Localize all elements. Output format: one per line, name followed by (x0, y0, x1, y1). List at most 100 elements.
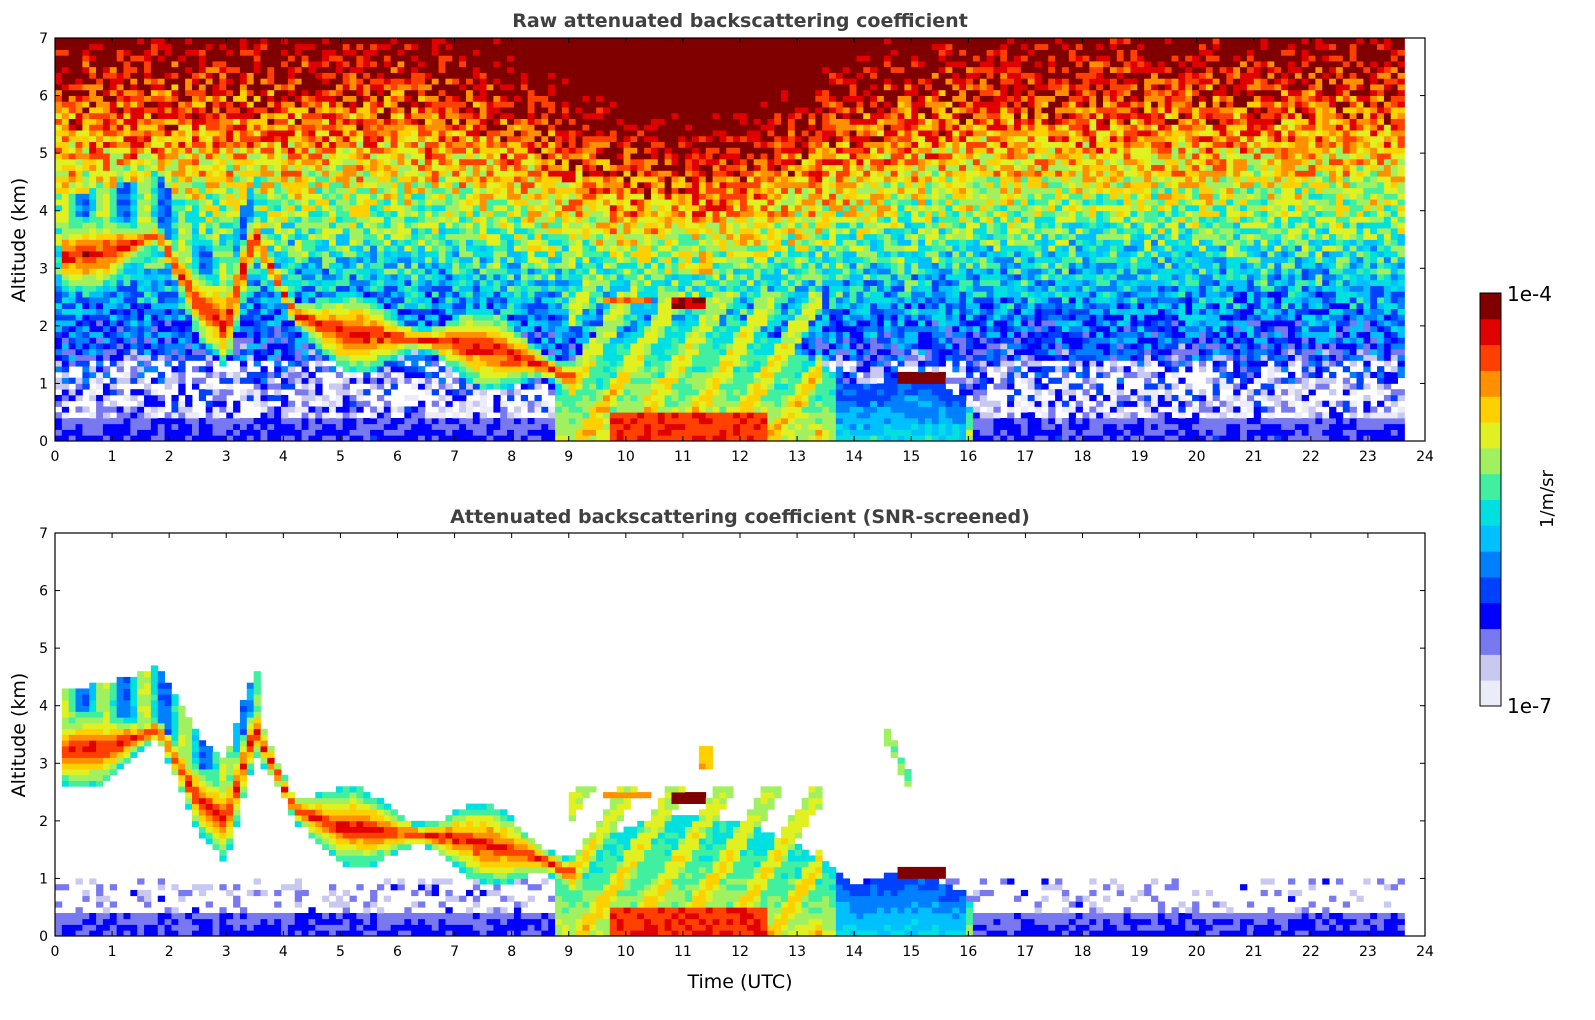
heatmap-cell (185, 429, 193, 436)
heatmap-cell (404, 95, 412, 102)
heatmap-cell (472, 435, 481, 442)
heatmap-cell (561, 158, 570, 166)
heatmap-cell (116, 49, 124, 56)
heatmap-cell (507, 199, 515, 206)
heatmap-cell (137, 314, 145, 321)
heatmap-cell (281, 222, 289, 229)
heatmap-cell (192, 222, 200, 229)
heatmap-cell (493, 181, 501, 189)
heatmap-cell (383, 107, 392, 114)
heatmap-cell (452, 199, 460, 206)
heatmap-cell (55, 348, 63, 356)
heatmap-cell (96, 141, 104, 148)
heatmap-cell (466, 107, 474, 114)
heatmap-cell (267, 348, 275, 356)
heatmap-cell (561, 371, 570, 379)
heatmap-cell (397, 337, 405, 344)
heatmap-cell (541, 268, 549, 275)
heatmap-cell (356, 216, 364, 223)
heatmap-cell (226, 43, 234, 50)
heatmap-cell (459, 274, 467, 281)
heatmap-cell (137, 245, 145, 252)
heatmap-cell (274, 164, 282, 171)
heatmap-cell (192, 274, 200, 281)
heatmap-cell (561, 262, 570, 269)
heatmap-cell (376, 118, 385, 125)
heatmap-cell (233, 348, 241, 356)
heatmap-cell (376, 124, 385, 131)
heatmap-cell (150, 118, 159, 125)
heatmap-cell (507, 170, 515, 177)
heatmap-cell (287, 348, 296, 356)
heatmap-cell (555, 130, 563, 137)
heatmap-cell (301, 394, 309, 402)
heatmap-cell (418, 153, 426, 160)
heatmap-cell (137, 331, 145, 338)
heatmap-cell (137, 78, 145, 85)
heatmap-cell (212, 256, 220, 263)
heatmap-cell (486, 256, 494, 263)
heatmap-cell (130, 124, 138, 131)
heatmap-cell (109, 78, 118, 85)
heatmap-cell (301, 400, 309, 407)
heatmap-cell (308, 153, 316, 160)
heatmap-cell (68, 348, 76, 356)
heatmap-cell (479, 181, 487, 189)
heatmap-cell (68, 423, 76, 430)
heatmap-cell (287, 291, 296, 298)
heatmap-cell (239, 343, 248, 350)
heatmap-cell (397, 216, 405, 223)
heatmap-cell (555, 423, 563, 430)
heatmap-cell (109, 268, 118, 275)
heatmap-cell (315, 417, 323, 425)
heatmap-cell (548, 84, 556, 91)
heatmap-cell (137, 210, 145, 217)
heatmap-cell (397, 72, 405, 79)
heatmap-cell (89, 153, 97, 160)
heatmap-cell (411, 66, 419, 73)
heatmap-cell (233, 268, 241, 275)
heatmap-cell (287, 210, 296, 217)
heatmap-cell (150, 377, 159, 384)
heatmap-cell (507, 153, 515, 160)
heatmap-cell (102, 89, 111, 96)
heatmap-cell (500, 124, 508, 131)
heatmap-cell (513, 153, 522, 160)
heatmap-cell (157, 43, 165, 50)
heatmap-cell (561, 164, 570, 171)
heatmap-cell (178, 118, 186, 125)
heatmap-cell (226, 256, 234, 263)
heatmap-cell (68, 49, 76, 56)
heatmap-cell (315, 216, 323, 223)
heatmap-cell (301, 164, 309, 171)
heatmap-cell (459, 227, 467, 235)
heatmap-cell (438, 193, 446, 200)
heatmap-cell (555, 124, 563, 131)
heatmap-cell (301, 435, 309, 442)
heatmap-cell (246, 147, 255, 154)
heatmap-cell (349, 124, 357, 131)
heatmap-cell (466, 55, 474, 62)
heatmap-cell (322, 417, 330, 425)
heatmap-cell (219, 210, 227, 217)
heatmap-cell (561, 187, 570, 194)
heatmap-cell (294, 84, 302, 91)
heatmap-cell (219, 233, 227, 240)
heatmap-cell (424, 302, 433, 309)
heatmap-cell (55, 366, 63, 373)
heatmap-cell (102, 153, 111, 160)
heatmap-cell (68, 199, 76, 206)
heatmap-cell (349, 78, 357, 85)
heatmap-cell (267, 377, 275, 384)
heatmap-cell (116, 216, 124, 223)
heatmap-cell (363, 153, 371, 160)
heatmap-cell (287, 193, 296, 200)
heatmap-cell (89, 274, 97, 281)
heatmap-cell (527, 302, 535, 309)
heatmap-cell (397, 55, 405, 62)
heatmap-cell (507, 66, 515, 73)
heatmap-cell (363, 251, 371, 258)
heatmap-cell (507, 331, 515, 338)
heatmap-cell (144, 268, 152, 275)
heatmap-cell (205, 158, 213, 166)
